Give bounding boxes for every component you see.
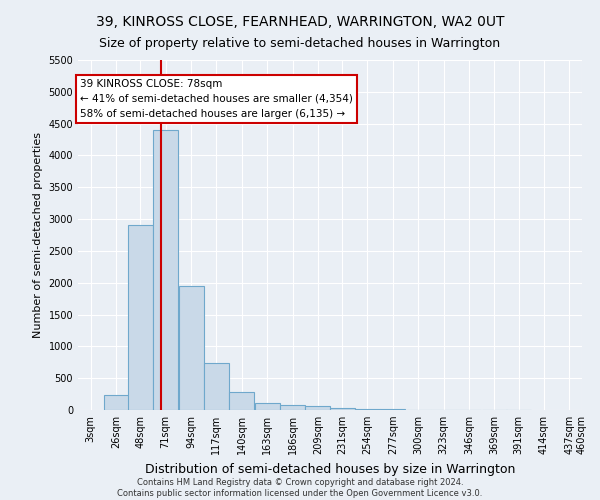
Bar (153, 130, 178, 410)
Bar (179, 286, 203, 410)
Bar (128, 226, 153, 410)
Bar (329, 408, 355, 410)
Text: Size of property relative to semi-detached houses in Warrington: Size of property relative to semi-detach… (100, 38, 500, 51)
Text: Contains HM Land Registry data © Crown copyright and database right 2024.
Contai: Contains HM Land Registry data © Crown c… (118, 478, 482, 498)
Text: 39, KINROSS CLOSE, FEARNHEAD, WARRINGTON, WA2 0UT: 39, KINROSS CLOSE, FEARNHEAD, WARRINGTON… (96, 15, 504, 29)
Bar (254, 403, 280, 410)
Text: 39 KINROSS CLOSE: 78sqm
← 41% of semi-detached houses are smaller (4,354)
58% of: 39 KINROSS CLOSE: 78sqm ← 41% of semi-de… (80, 79, 353, 118)
X-axis label: Distribution of semi-detached houses by size in Warrington: Distribution of semi-detached houses by … (145, 462, 515, 475)
Bar (229, 392, 254, 410)
Bar (204, 363, 229, 410)
Bar (280, 405, 305, 410)
Y-axis label: Number of semi-detached properties: Number of semi-detached properties (33, 132, 43, 338)
Bar (355, 409, 380, 410)
Bar (104, 396, 128, 410)
Bar (305, 406, 331, 410)
